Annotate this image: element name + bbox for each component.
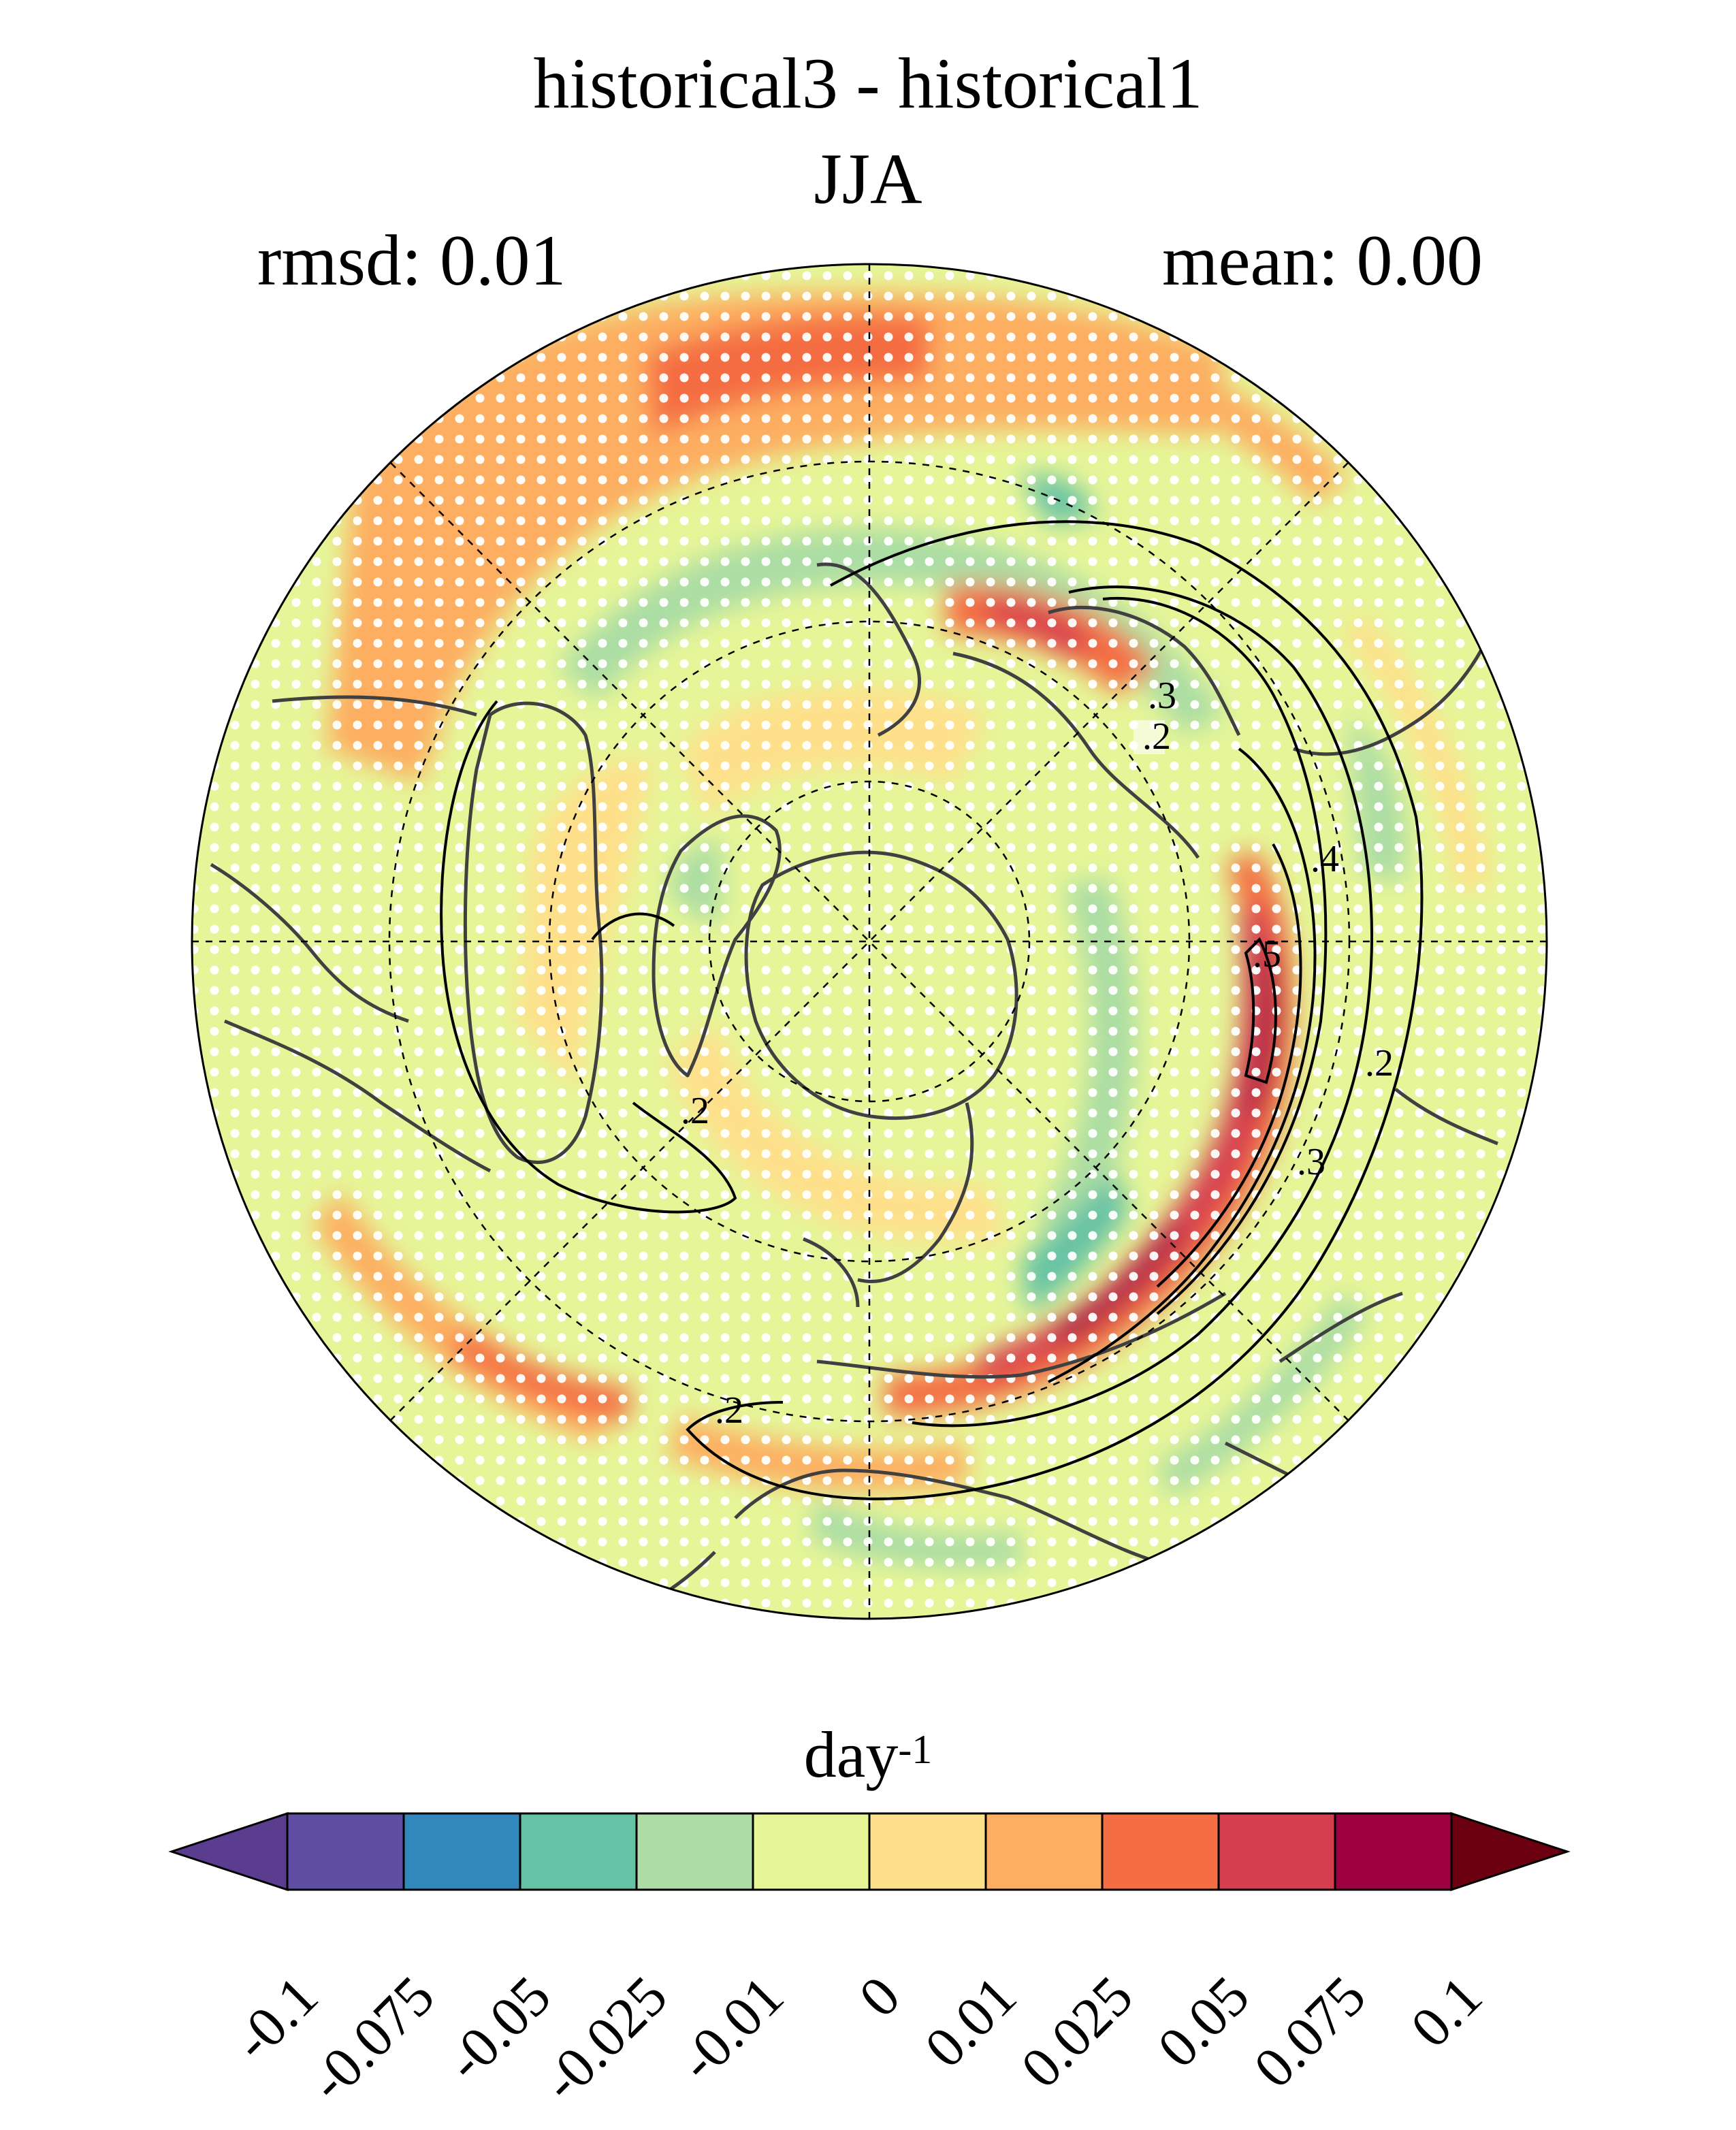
colorbar-swatch bbox=[402, 1812, 521, 1891]
colorbar-over-triangle bbox=[1450, 1811, 1571, 1892]
colorbar-swatch bbox=[1217, 1812, 1336, 1891]
contour-label: .2 bbox=[1365, 1042, 1394, 1084]
colorbar-unit: day-1 bbox=[0, 1722, 1736, 1788]
map-field bbox=[192, 264, 1547, 1619]
graticule bbox=[192, 264, 1547, 1619]
contour-label-group: .2 .3 .4 .5 .2 .2 .2 .3 bbox=[681, 675, 1394, 1432]
colorbar-swatch bbox=[752, 1812, 871, 1891]
mean-label: mean: 0.00 bbox=[1162, 221, 1483, 300]
contour-label: .2 bbox=[1142, 715, 1171, 758]
contour-label: .3 bbox=[1148, 675, 1176, 717]
contour-label: .5 bbox=[1253, 933, 1281, 975]
contour-lines bbox=[440, 520, 1424, 1500]
contour-label: .3 bbox=[1297, 1141, 1325, 1183]
unit-base: day bbox=[803, 1718, 899, 1791]
colorbar-swatch bbox=[286, 1812, 405, 1891]
rmsd-label: rmsd: 0.01 bbox=[257, 221, 566, 300]
colorbar-swatch bbox=[635, 1812, 754, 1891]
colorbar-swatch bbox=[519, 1812, 638, 1891]
colorbar-under-triangle bbox=[168, 1811, 289, 1892]
map-title: historical3 - historical1 bbox=[533, 44, 1203, 123]
colorbar-swatch bbox=[1101, 1812, 1220, 1891]
colorbar-swatch bbox=[1334, 1812, 1453, 1891]
season-label: JJA bbox=[814, 139, 922, 219]
contour-label: .4 bbox=[1311, 838, 1339, 880]
coastlines bbox=[210, 562, 1500, 1619]
contour-label: .2 bbox=[681, 1090, 709, 1132]
map-border bbox=[191, 263, 1548, 1620]
colorbar-swatch bbox=[868, 1812, 987, 1891]
unit-exponent: -1 bbox=[898, 1727, 933, 1772]
contour-label: .2 bbox=[715, 1389, 743, 1432]
colorbar bbox=[168, 1811, 1571, 1892]
colorbar-swatch bbox=[984, 1812, 1104, 1891]
stippling-dots bbox=[192, 264, 1547, 1619]
